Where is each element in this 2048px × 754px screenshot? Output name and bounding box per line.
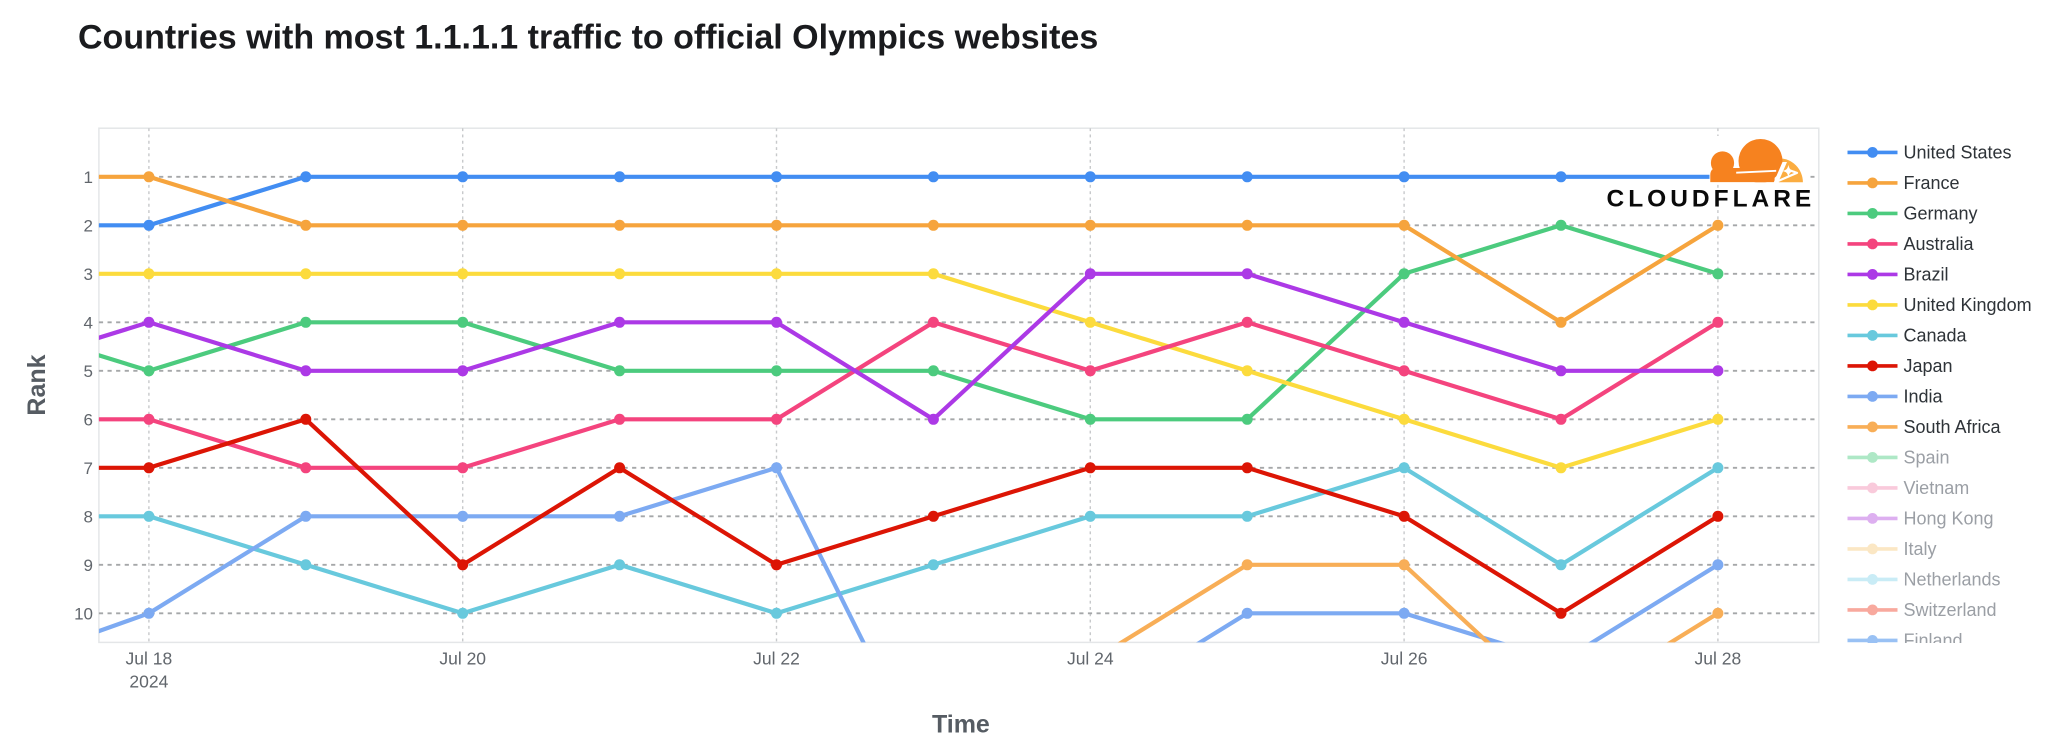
svg-text:Germany: Germany [1904, 204, 1978, 224]
svg-text:9: 9 [84, 556, 93, 575]
svg-text:Jul 28: Jul 28 [1695, 649, 1742, 669]
svg-text:Japan: Japan [1904, 356, 1953, 376]
svg-text:Italy: Italy [1904, 539, 1937, 559]
svg-text:United Kingdom: United Kingdom [1904, 295, 2032, 315]
svg-text:Canada: Canada [1904, 326, 1968, 346]
svg-text:4: 4 [84, 313, 93, 332]
svg-text:1: 1 [84, 168, 93, 187]
svg-text:7: 7 [84, 459, 93, 478]
svg-text:South Africa: South Africa [1904, 417, 2002, 437]
svg-text:Finland: Finland [1904, 631, 1963, 651]
svg-text:3: 3 [84, 265, 93, 284]
svg-text:Jul 22: Jul 22 [753, 649, 800, 669]
svg-text:United States: United States [1904, 143, 2012, 163]
svg-text:Hong Kong: Hong Kong [1904, 509, 1994, 529]
svg-text:2: 2 [84, 216, 93, 235]
svg-text:Switzerland: Switzerland [1904, 600, 1997, 620]
svg-text:2024: 2024 [129, 672, 168, 692]
svg-text:Jul 18: Jul 18 [126, 649, 173, 669]
svg-text:Rank: Rank [23, 354, 51, 415]
svg-text:5: 5 [84, 362, 93, 381]
svg-text:Jul 26: Jul 26 [1381, 649, 1428, 669]
svg-text:Australia: Australia [1904, 234, 1975, 254]
svg-text:Vietnam: Vietnam [1904, 478, 1970, 498]
svg-text:Jul 24: Jul 24 [1067, 649, 1114, 669]
svg-text:Countries with most 1.1.1.1 tr: Countries with most 1.1.1.1 traffic to o… [78, 19, 1098, 57]
svg-text:8: 8 [84, 507, 93, 526]
svg-text:CLOUDFLARE: CLOUDFLARE [1607, 185, 1816, 212]
svg-text:Brazil: Brazil [1904, 265, 1949, 285]
svg-text:Jul 20: Jul 20 [439, 649, 486, 669]
svg-text:India: India [1904, 387, 1944, 407]
svg-text:Time: Time [932, 711, 990, 739]
svg-text:France: France [1904, 173, 1960, 193]
svg-text:Spain: Spain [1904, 448, 1950, 468]
svg-text:6: 6 [84, 410, 93, 429]
svg-text:10: 10 [74, 604, 93, 623]
svg-text:Netherlands: Netherlands [1904, 570, 2001, 590]
